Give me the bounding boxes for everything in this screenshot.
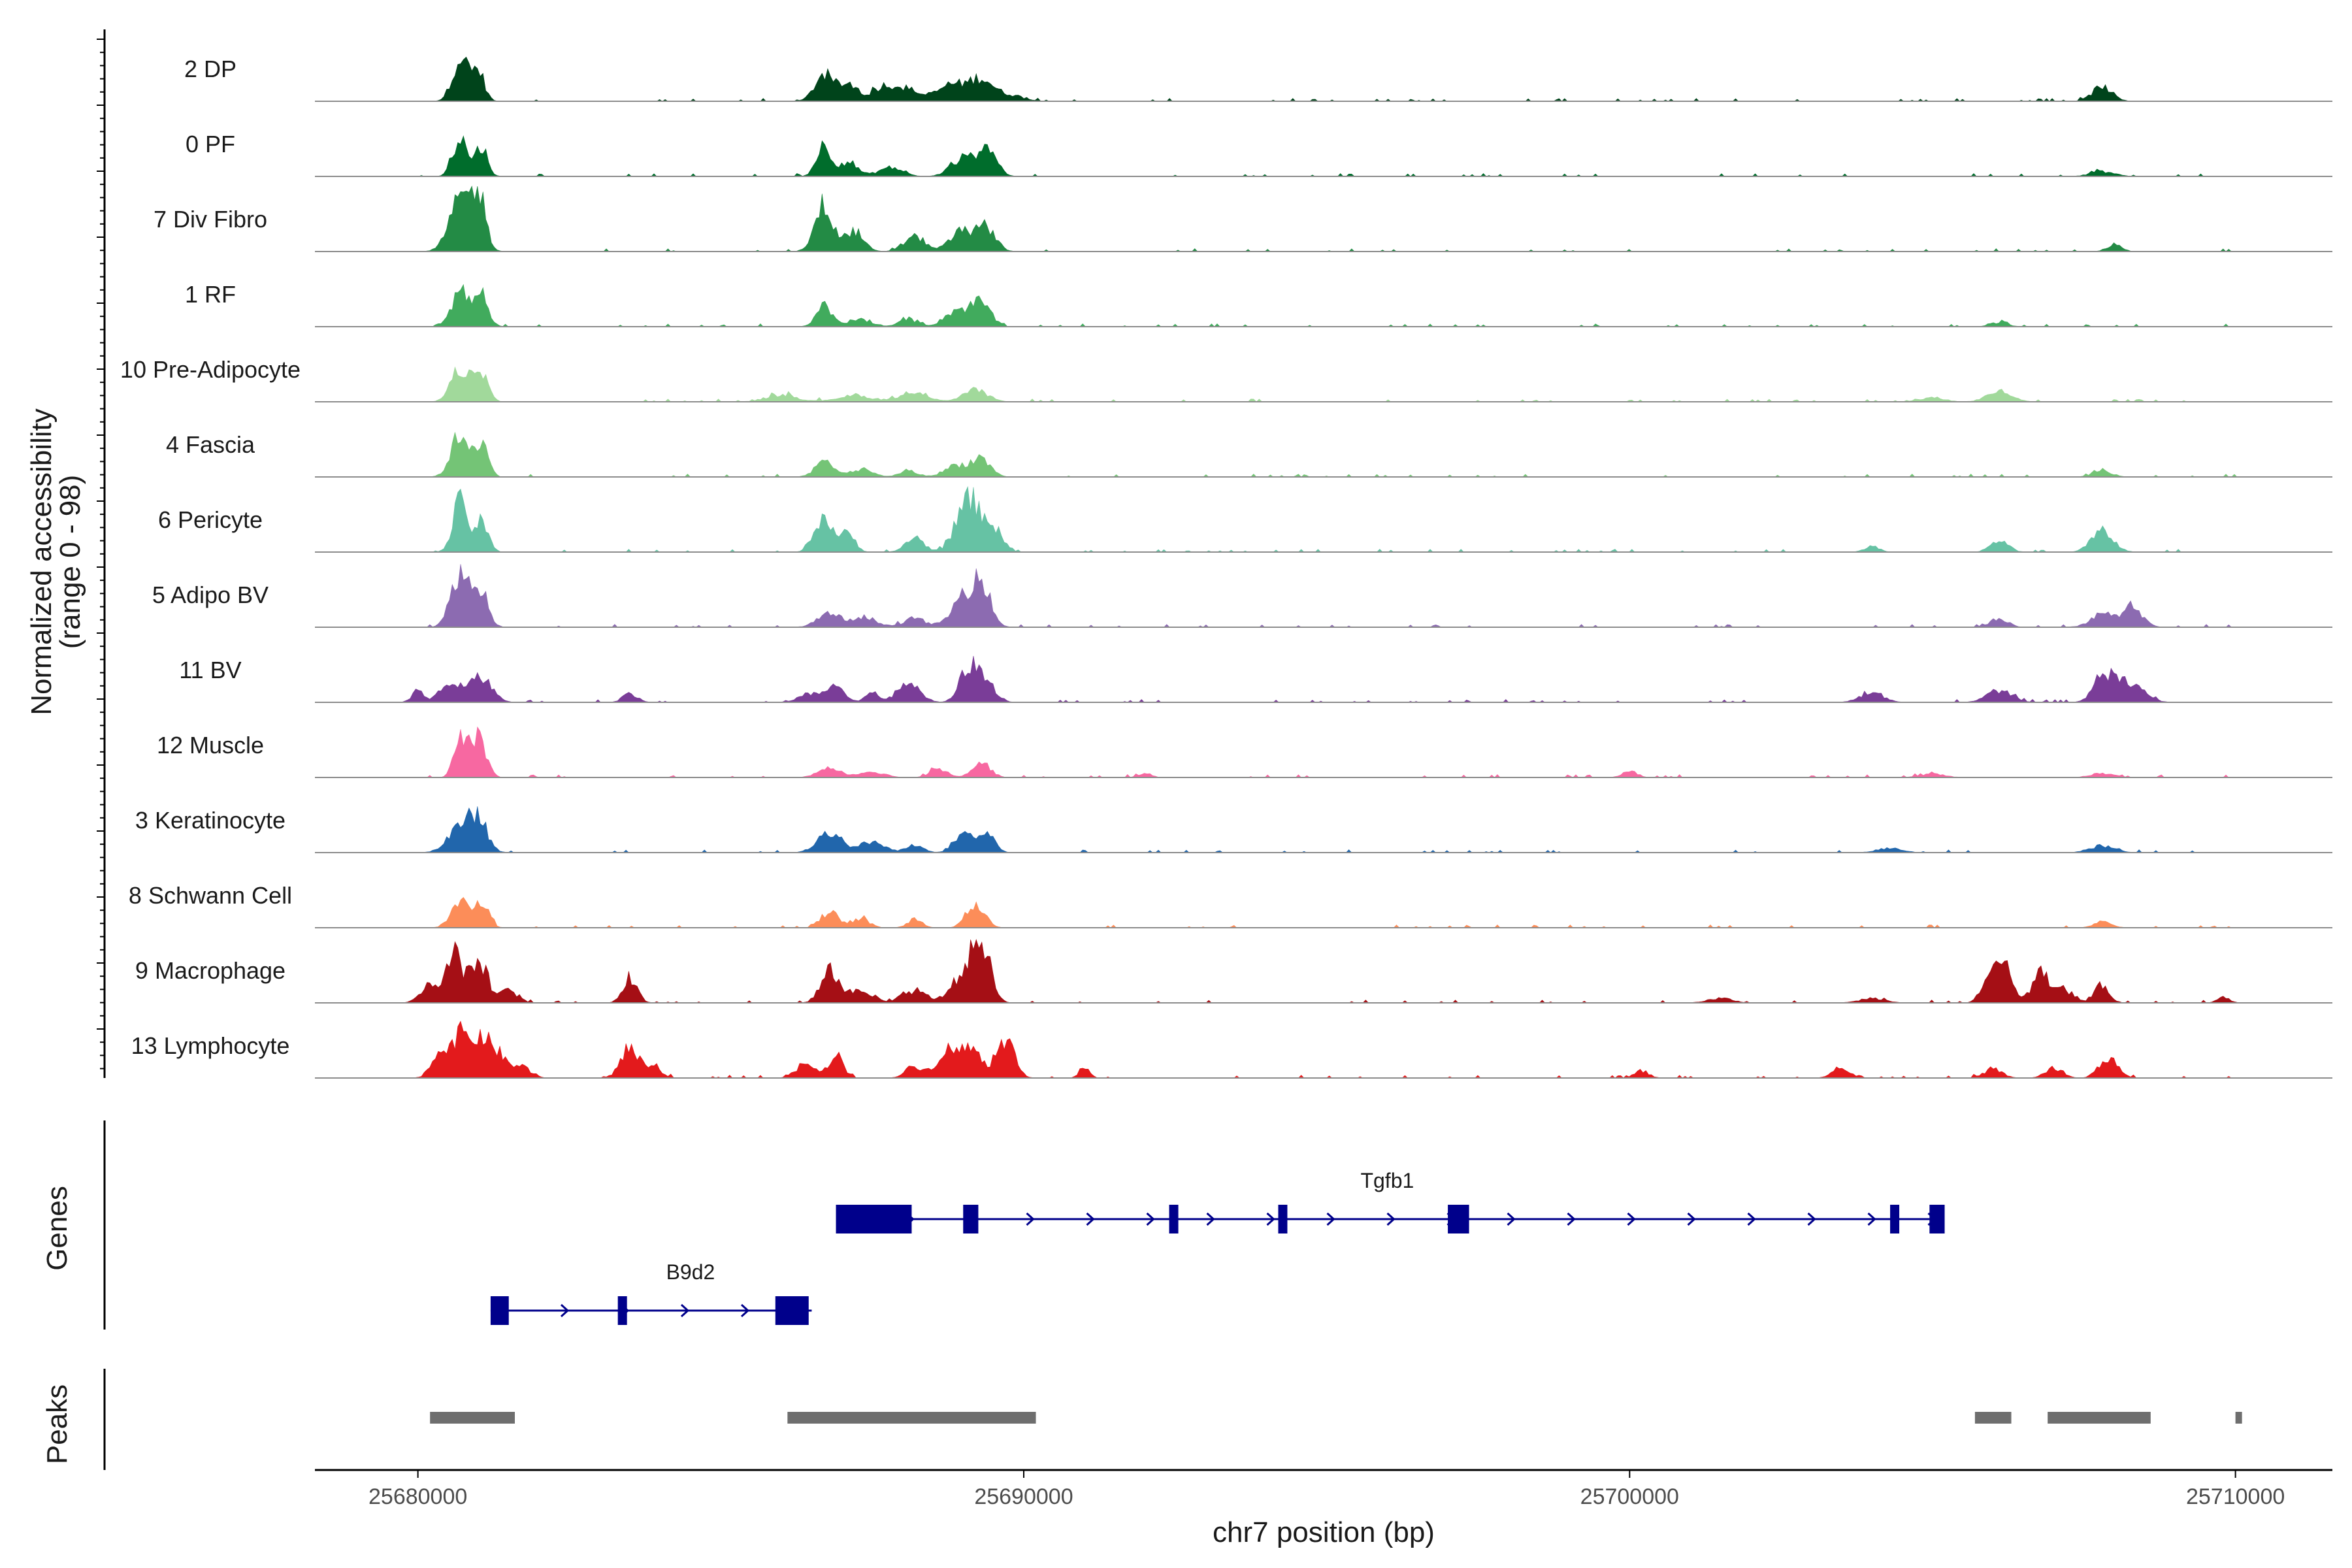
track-label: 1 RF — [185, 281, 236, 308]
track-signal-area — [315, 564, 2332, 628]
tracks-panel: 2 DP 0 PF 7 Div Fibro 1 RF 10 Pre-Adipocyte 4… — [97, 29, 2332, 1079]
track-label: 9 Macrophage — [135, 957, 286, 984]
gene-b9d2: B9d2 — [490, 1260, 812, 1325]
track-7-div-fibro: 7 Div Fibro — [154, 186, 2332, 252]
gene-exon — [775, 1296, 809, 1325]
strand-arrow-icon — [680, 1303, 690, 1318]
strand-arrow-icon — [1386, 1212, 1396, 1226]
track-2-dp: 2 DP — [184, 56, 2332, 102]
track-12-muscle: 12 Muscle — [157, 726, 2332, 778]
strand-arrow-icon — [1627, 1212, 1636, 1226]
gene-exon — [836, 1205, 912, 1233]
strand-arrow-icon — [1867, 1212, 1876, 1226]
strand-arrow-icon — [740, 1303, 750, 1318]
track-signal-area — [315, 656, 2332, 703]
x-axis-tick-label: 25690000 — [974, 1484, 1073, 1509]
x-axis-title: chr7 position (bp) — [1213, 1516, 1435, 1548]
strand-arrow-icon — [1206, 1212, 1215, 1226]
track-8-schwann-cell: 8 Schwann Cell — [129, 882, 2332, 928]
track-signal-area — [315, 726, 2332, 778]
track-signal-area — [315, 1021, 2332, 1079]
track-signal-area — [315, 56, 2332, 102]
track-13-lymphocyte: 13 Lymphocyte — [131, 1021, 2332, 1079]
strand-arrow-icon — [1507, 1212, 1516, 1226]
strand-arrow-icon — [1687, 1212, 1696, 1226]
track-6-pericyte: 6 Pericyte — [158, 485, 2332, 553]
track-1-rf: 1 RF — [185, 281, 2332, 327]
strand-arrow-icon — [1266, 1212, 1275, 1226]
x-axis-tick-label: 25700000 — [1580, 1484, 1679, 1509]
strand-arrow-icon — [1567, 1212, 1576, 1226]
track-label: 2 DP — [184, 56, 237, 82]
track-3-keratinocyte: 3 Keratinocyte — [135, 806, 2332, 853]
track-label: 12 Muscle — [157, 732, 264, 759]
track-signal-area — [315, 432, 2332, 478]
gene-exon — [1278, 1205, 1288, 1233]
track-label: 4 Fascia — [166, 431, 255, 458]
track-signal-area — [315, 485, 2332, 553]
track-label: 5 Adipo BV — [152, 581, 269, 608]
gene-name-label: B9d2 — [666, 1260, 715, 1284]
strand-arrow-icon — [1146, 1212, 1155, 1226]
track-label: 7 Div Fibro — [154, 206, 267, 233]
peak-region-bar — [2235, 1412, 2242, 1424]
gene-exon — [1929, 1205, 1945, 1233]
track-signal-area — [315, 896, 2332, 928]
track-0-pf: 0 PF — [186, 131, 2332, 177]
gene-tgfb1: Tgfb1 — [836, 1169, 1945, 1233]
track-signal-area — [315, 135, 2332, 177]
gene-exon — [490, 1296, 509, 1325]
track-label: 10 Pre-Adipocyte — [120, 356, 301, 383]
peak-region-bar — [430, 1412, 515, 1424]
track-11-bv: 11 BV — [179, 656, 2332, 703]
peak-region-bar — [1974, 1412, 2012, 1424]
genes-panel: Tgfb1 B9d2 — [103, 1120, 1945, 1330]
track-signal-area — [315, 186, 2332, 252]
track-label: 11 BV — [179, 657, 241, 683]
track-label: 6 Pericyte — [158, 506, 263, 533]
track-signal-area — [315, 366, 2332, 402]
track-10-pre-adipocyte: 10 Pre-Adipocyte — [120, 356, 2332, 402]
gene-exon — [1169, 1205, 1179, 1233]
strand-arrow-icon — [1086, 1212, 1095, 1226]
strand-arrow-icon — [560, 1303, 570, 1318]
track-signal-area — [315, 806, 2332, 853]
track-label: 3 Keratinocyte — [135, 807, 286, 834]
gene-exon — [1448, 1205, 1469, 1233]
x-axis-tick-label: 25680000 — [368, 1484, 467, 1509]
track-label: 0 PF — [186, 131, 235, 157]
track-5-adipo-bv: 5 Adipo BV — [152, 564, 2332, 628]
peaks-panel — [103, 1369, 2242, 1470]
peak-region-bar — [787, 1412, 1036, 1424]
track-signal-area — [315, 284, 2332, 327]
gene-name-label: Tgfb1 — [1360, 1169, 1414, 1192]
track-4-fascia: 4 Fascia — [166, 431, 2332, 478]
strand-arrow-icon — [1807, 1212, 1816, 1226]
track-9-macrophage: 9 Macrophage — [135, 939, 2332, 1004]
strand-arrow-icon — [1747, 1212, 1756, 1226]
strand-arrow-icon — [1326, 1212, 1335, 1226]
track-label: 8 Schwann Cell — [129, 882, 292, 909]
gene-exon — [617, 1296, 627, 1325]
peak-region-bar — [2048, 1412, 2151, 1424]
track-signal-area — [315, 939, 2332, 1004]
strand-arrow-icon — [1026, 1212, 1035, 1226]
genes-axis-title: Genes — [41, 1186, 73, 1271]
y-axis-title: Normalized accessibility — [25, 408, 57, 715]
x-axis: 25680000 25690000 25700000 25710000 — [315, 1469, 2332, 1509]
track-label: 13 Lymphocyte — [131, 1032, 290, 1059]
gene-exon — [963, 1205, 979, 1233]
x-axis-tick-label: 25710000 — [2186, 1484, 2285, 1509]
gene-exon — [1890, 1205, 1900, 1233]
peaks-axis-title: Peaks — [41, 1384, 73, 1464]
y-axis-range-label: (range 0 - 98) — [54, 475, 86, 649]
